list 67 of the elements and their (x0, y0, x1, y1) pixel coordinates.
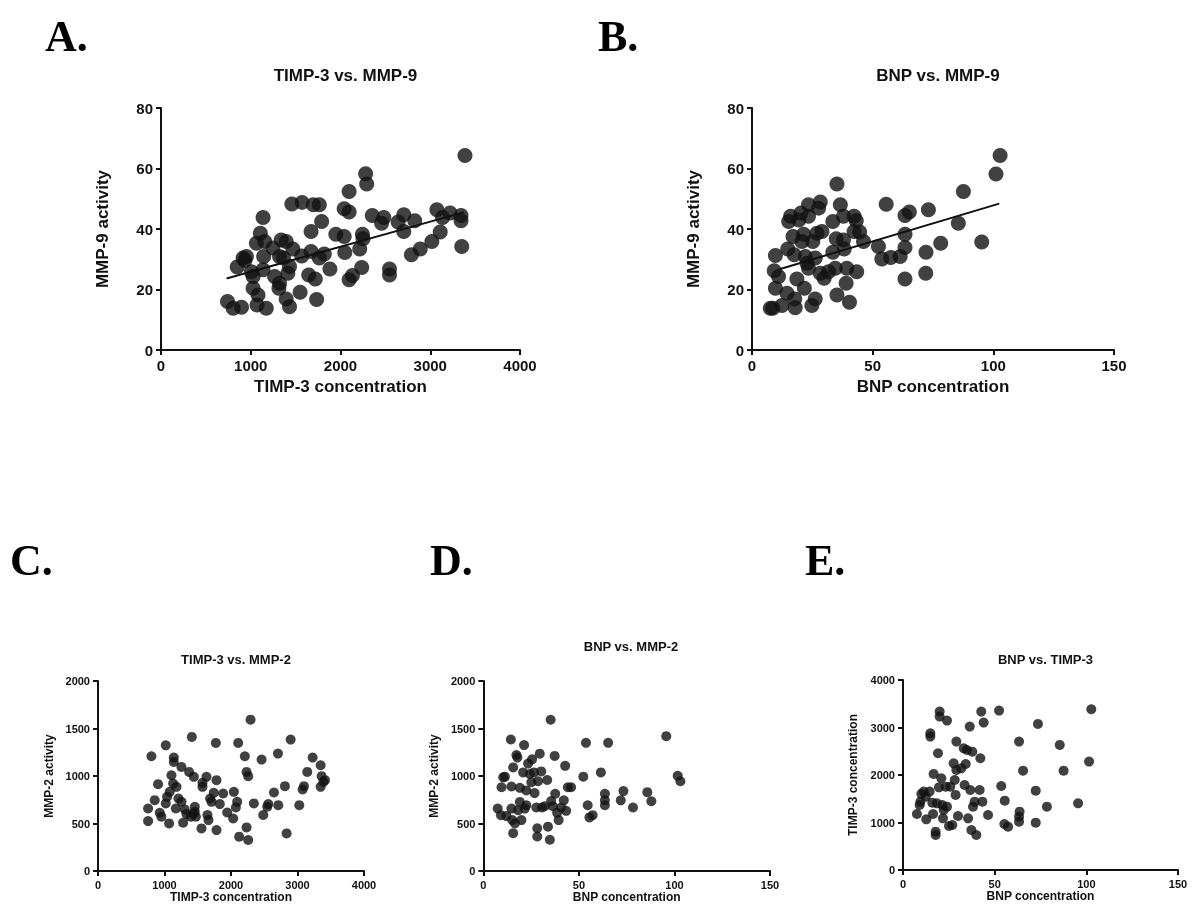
y-tick-label: 1000 (65, 770, 90, 782)
y-tick-label: 40 (727, 220, 744, 238)
x-tick-label: 1000 (152, 878, 177, 891)
chart-title: BNP vs. MMP-2 (583, 639, 679, 654)
y-tick-label: 1000 (450, 770, 476, 782)
x-tick-label: 0 (480, 878, 487, 891)
y-tick-label: 500 (71, 817, 90, 830)
y-tick-label: 1000 (870, 816, 895, 829)
y-tick-label: 4000 (870, 674, 895, 686)
x-tick-label: 50 (988, 877, 1001, 890)
x-tick-label: 150 (1101, 357, 1127, 374)
chart-title: TIMP-3 vs. MMP-9 (273, 66, 418, 85)
y-tick-label: 1500 (65, 722, 90, 735)
x-tick-label: 150 (760, 878, 780, 891)
x-axis-title: BNP concentration (856, 377, 1010, 396)
x-tick-label: 3000 (413, 357, 447, 374)
x-tick-label: 100 (1077, 877, 1096, 890)
x-tick-label: 150 (1168, 877, 1188, 890)
x-tick-label: 3000 (285, 878, 310, 891)
y-tick-label: 0 (144, 341, 153, 359)
text: A. (45, 11, 88, 61)
x-tick-label: 4000 (351, 878, 377, 891)
y-tick-label: 2000 (870, 769, 895, 781)
x-axis-title: TIMP-3 concentration (169, 889, 293, 904)
x-tick-label: 0 (156, 357, 166, 374)
y-tick-label: 0 (888, 864, 895, 876)
y-tick-label: 0 (735, 341, 744, 359)
y-tick-label: 2000 (450, 675, 476, 687)
y-tick-label: 40 (136, 220, 153, 238)
chart-title: TIMP-3 vs. MMP-2 (181, 652, 291, 667)
y-tick-label: 2000 (65, 675, 90, 687)
text: E. (805, 535, 846, 585)
y-axis-title: MMP-2 activity (427, 734, 441, 818)
y-tick-label: 0 (469, 865, 476, 877)
x-tick-label: 0 (94, 878, 102, 891)
y-tick-label: 80 (136, 99, 153, 117)
y-tick-label: 0 (83, 865, 90, 877)
x-tick-label: 1000 (234, 357, 268, 374)
y-tick-label: 3000 (870, 721, 895, 734)
x-axis-title: TIMP-3 concentration (254, 377, 427, 396)
x-tick-label: 50 (572, 878, 586, 891)
x-tick-label: 50 (864, 357, 882, 374)
x-tick-label: 2000 (218, 878, 244, 891)
text: C. (10, 535, 53, 585)
x-axis-title: BNP concentration (986, 888, 1095, 903)
chart-title: BNP vs. TIMP-3 (997, 652, 1094, 667)
y-axis-title: MMP-2 activity (41, 734, 56, 818)
x-tick-label: 0 (747, 357, 757, 374)
x-tick-label: 0 (899, 877, 907, 890)
x-tick-label: 100 (980, 357, 1006, 374)
y-tick-label: 20 (136, 281, 153, 298)
y-axis-title: MMP-9 activity (684, 169, 703, 289)
y-tick-label: 1500 (450, 722, 476, 735)
y-tick-label: 60 (727, 160, 744, 177)
x-axis-title: BNP concentration (572, 889, 681, 904)
y-tick-label: 20 (727, 281, 744, 298)
y-axis-title: TIMP-3 concentration (846, 713, 860, 837)
chart-title: BNP vs. MMP-9 (876, 66, 1000, 85)
x-tick-label: 2000 (323, 357, 358, 374)
y-axis-title: MMP-9 activity (93, 169, 112, 289)
text: D. (430, 535, 473, 585)
y-tick-label: 60 (136, 160, 153, 177)
x-tick-label: 100 (665, 878, 684, 891)
y-tick-label: 500 (457, 817, 476, 830)
x-tick-label: 4000 (503, 357, 537, 374)
y-tick-label: 80 (727, 99, 744, 117)
text: B. (598, 11, 639, 61)
